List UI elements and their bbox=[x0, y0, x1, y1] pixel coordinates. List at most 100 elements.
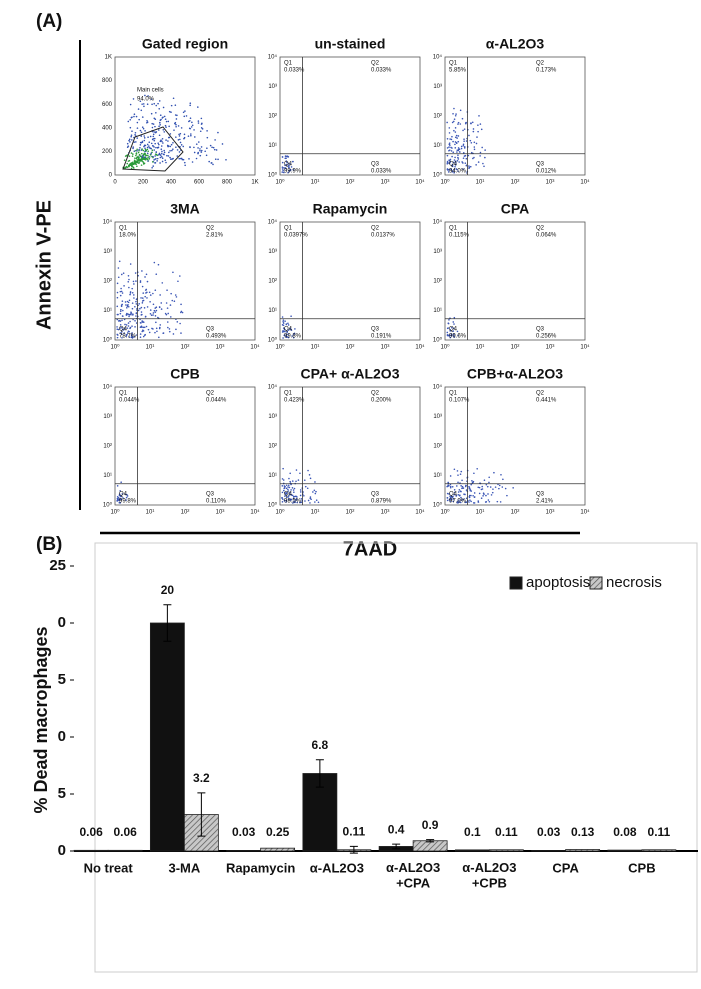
cell-dot bbox=[146, 297, 148, 299]
quadrant-value: 0.107% bbox=[449, 398, 470, 404]
x-tick-label: 10⁴ bbox=[250, 344, 260, 351]
cell-dot bbox=[458, 161, 460, 163]
plot-frame bbox=[280, 57, 420, 175]
cell-dot bbox=[167, 140, 169, 142]
cell-dot bbox=[196, 143, 198, 145]
quadrant-name: Q1 bbox=[284, 61, 293, 67]
cell-dot bbox=[132, 153, 134, 155]
cell-dot bbox=[118, 276, 120, 278]
cell-dot bbox=[150, 309, 152, 311]
x-tick-label: α-AL2O3+CPB bbox=[462, 860, 516, 891]
cell-dot bbox=[159, 100, 161, 102]
cell-dot bbox=[166, 289, 168, 291]
cell-dot bbox=[468, 167, 470, 169]
cell-dot bbox=[140, 144, 142, 146]
cell-dot bbox=[167, 146, 169, 148]
cell-dot bbox=[162, 157, 164, 159]
cell-dot bbox=[309, 474, 311, 476]
cell-dot bbox=[454, 118, 456, 120]
cell-dot bbox=[138, 158, 140, 160]
bar bbox=[566, 850, 600, 851]
cell-dot bbox=[457, 470, 459, 472]
cell-dot bbox=[140, 135, 142, 137]
y-tick-label: 10³ bbox=[433, 84, 442, 90]
cell-dot bbox=[499, 485, 501, 487]
cell-dot bbox=[159, 134, 161, 136]
cell-dot bbox=[481, 129, 483, 131]
cell-dot bbox=[460, 485, 462, 487]
cell-dot bbox=[214, 139, 216, 141]
cell-dot bbox=[116, 500, 118, 502]
plot-title: un-stained bbox=[315, 36, 386, 52]
cell-dot bbox=[463, 144, 465, 146]
y-tick-label: 10⁰ bbox=[103, 502, 113, 509]
cell-dot bbox=[157, 147, 159, 149]
cell-dot bbox=[151, 167, 153, 169]
cell-dot bbox=[300, 491, 302, 493]
cell-dot bbox=[136, 166, 138, 168]
cell-dot bbox=[137, 127, 139, 129]
cell-dot bbox=[160, 154, 162, 156]
panel-label: (B) bbox=[36, 534, 62, 555]
cell-dot bbox=[159, 307, 161, 309]
cell-dot bbox=[132, 302, 134, 304]
x-tick-label: 10⁴ bbox=[415, 179, 425, 186]
quadrant-value: 98.5% bbox=[284, 498, 302, 504]
cell-dot bbox=[162, 129, 164, 131]
quadrant-value: 0.033% bbox=[371, 168, 392, 174]
cell-dot bbox=[468, 501, 470, 503]
plot-frame bbox=[280, 222, 420, 340]
cell-dot bbox=[473, 481, 475, 483]
cell-dot bbox=[459, 151, 461, 153]
cell-dot bbox=[460, 471, 462, 473]
cell-dot bbox=[197, 147, 199, 149]
cell-dot bbox=[163, 107, 165, 109]
cell-dot bbox=[471, 480, 473, 482]
cell-dot bbox=[153, 149, 155, 151]
cell-dot bbox=[127, 121, 129, 123]
cell-dot bbox=[465, 486, 467, 488]
cell-dot bbox=[131, 163, 133, 165]
plot-frame bbox=[445, 387, 585, 505]
cell-dot bbox=[168, 126, 170, 128]
cell-dot bbox=[282, 468, 284, 470]
cell-dot bbox=[152, 149, 154, 151]
cell-dot bbox=[118, 267, 120, 269]
value-label: 0.11 bbox=[648, 825, 671, 839]
cell-dot bbox=[147, 144, 149, 146]
cell-dot bbox=[136, 160, 138, 162]
cell-dot bbox=[142, 321, 144, 323]
cell-dot bbox=[129, 321, 131, 323]
quadrant-value: 0.173% bbox=[536, 68, 557, 74]
cell-dot bbox=[135, 272, 137, 274]
y-tick-label: 800 bbox=[102, 78, 113, 84]
cell-dot bbox=[282, 166, 284, 168]
quadrant-name: Q2 bbox=[371, 391, 380, 397]
cell-dot bbox=[487, 486, 489, 488]
cell-dot bbox=[150, 136, 152, 138]
y-tick-label: 25 bbox=[49, 557, 66, 574]
x-tick-label: α-AL2O3 bbox=[310, 860, 364, 875]
cell-dot bbox=[134, 306, 136, 308]
cell-dot bbox=[133, 116, 135, 118]
cell-dot bbox=[193, 129, 195, 131]
cell-dot bbox=[464, 146, 466, 148]
cell-dot bbox=[446, 122, 448, 124]
cell-dot bbox=[171, 144, 173, 146]
cell-dot bbox=[500, 501, 502, 503]
bar bbox=[608, 850, 642, 851]
cell-dot bbox=[151, 328, 153, 330]
cell-dot bbox=[132, 292, 134, 294]
cell-dot bbox=[461, 146, 463, 148]
cell-dot bbox=[156, 160, 158, 162]
cell-dot bbox=[128, 140, 130, 142]
value-label: 0.4 bbox=[388, 822, 405, 836]
y-tick-label: 10¹ bbox=[268, 143, 277, 149]
x-tick-label: 10³ bbox=[546, 180, 555, 186]
cell-dot bbox=[134, 162, 136, 164]
x-tick-label: 10¹ bbox=[146, 345, 155, 351]
cell-dot bbox=[143, 106, 145, 108]
cell-dot bbox=[144, 140, 146, 142]
quadrant-value: 0.441% bbox=[536, 398, 557, 404]
